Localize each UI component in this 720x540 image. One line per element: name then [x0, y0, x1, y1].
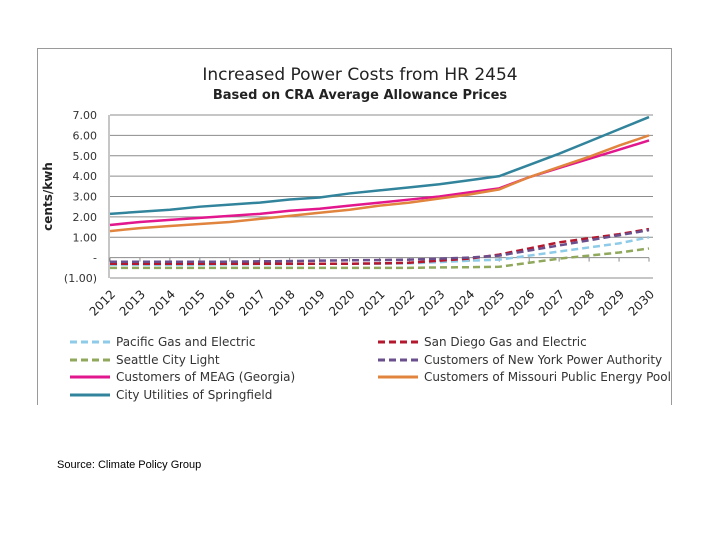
legend-item: Pacific Gas and Electric — [70, 335, 256, 349]
legend-item: City Utilities of Springfield — [70, 388, 272, 402]
legend-swatch — [378, 375, 418, 379]
y-tick-label: 6.00 — [73, 129, 98, 142]
y-tick-label: 2.00 — [73, 211, 98, 224]
x-tick-label: 2022 — [386, 287, 417, 318]
legend-label: Customers of Missouri Public Energy Pool — [424, 370, 671, 384]
x-tick-label: 2030 — [626, 287, 657, 318]
chart-subtitle: Based on CRA Average Allowance Prices — [212, 88, 508, 103]
legend-label: Pacific Gas and Electric — [116, 335, 256, 349]
legend-swatch — [70, 358, 110, 362]
chart-title: Increased Power Costs from HR 2454 — [202, 65, 518, 85]
series-line-customers-of-meag-georgia- — [109, 139, 650, 227]
legend-swatch — [70, 393, 110, 397]
y-tick-label: 1.00 — [73, 231, 98, 244]
legend-label: Seattle City Light — [116, 353, 220, 367]
x-tick-label: 2020 — [326, 287, 357, 318]
legend-label: Customers of MEAG (Georgia) — [116, 370, 296, 384]
legend-swatch — [378, 340, 418, 344]
x-tick-label: 2028 — [566, 287, 597, 318]
x-tick-label: 2029 — [596, 287, 627, 318]
x-tick-label: 2015 — [176, 287, 207, 318]
x-tick-label: 2014 — [147, 287, 178, 318]
legend-swatch — [378, 358, 418, 362]
y-tick-label: 4.00 — [73, 170, 98, 183]
legend-label: San Diego Gas and Electric — [424, 335, 587, 349]
legend-item: Customers of MEAG (Georgia) — [70, 370, 295, 384]
y-tick-label: 3.00 — [73, 191, 98, 204]
x-tick-label: 2012 — [87, 287, 118, 318]
x-tick-label: 2018 — [266, 287, 297, 318]
x-tick-label: 2021 — [356, 287, 387, 318]
y-tick-label: (1.00) — [64, 272, 97, 285]
x-tick-label: 2023 — [416, 287, 447, 318]
legend-label: Customers of New York Power Authority — [424, 353, 663, 367]
x-tick-label: 2013 — [117, 287, 148, 318]
legend-item: Customers of New York Power Authority — [378, 353, 662, 367]
source-note: Source: Climate Policy Group — [57, 459, 202, 471]
x-tick-label: 2027 — [536, 287, 567, 318]
legend-item: Seattle City Light — [70, 353, 220, 367]
x-tick-label: 2024 — [446, 287, 477, 318]
x-tick-label: 2016 — [206, 287, 237, 318]
legend-swatch — [70, 375, 110, 379]
x-tick-label: 2019 — [296, 287, 327, 318]
legend-swatch — [70, 340, 110, 344]
chart-frame — [37, 48, 672, 405]
y-tick-label: 7.00 — [73, 109, 98, 122]
legend-item: Customers of Missouri Public Energy Pool — [378, 370, 671, 384]
x-tick-label: 2017 — [236, 287, 267, 318]
x-tick-label: 2025 — [476, 287, 507, 318]
y-axis-label: cents/kwh — [41, 162, 55, 231]
legend-item: San Diego Gas and Electric — [378, 335, 587, 349]
series-line-customers-of-new-york-power-authority — [110, 228, 650, 263]
x-tick-label: 2026 — [506, 287, 537, 318]
y-tick-label: 5.00 — [73, 150, 98, 163]
legend-label: City Utilities of Springfield — [116, 388, 273, 402]
y-tick-label: - — [93, 252, 97, 265]
